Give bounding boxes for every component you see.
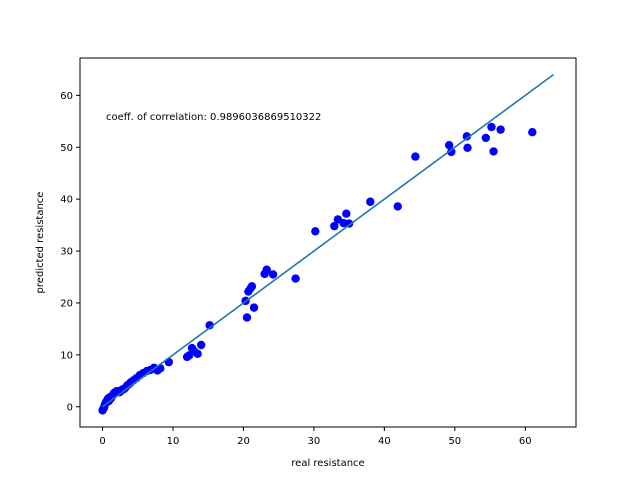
- y-axis-title: predicted resistance: [35, 192, 46, 294]
- scatter-point: [268, 270, 278, 279]
- scatter-point: [489, 147, 498, 156]
- scatter-point: [344, 219, 354, 228]
- x-tick-label: 60: [519, 436, 532, 447]
- scatter-point: [242, 313, 252, 322]
- scatter-point: [411, 152, 420, 161]
- scatter-point: [196, 340, 206, 350]
- scatter-point: [528, 128, 537, 137]
- x-tick-label: 30: [308, 436, 321, 447]
- scatter-point: [481, 133, 491, 143]
- y-tick-label: 50: [60, 143, 73, 154]
- scatter-point: [330, 221, 339, 231]
- x-tick-label: 50: [448, 436, 461, 447]
- y-axis: 0 10 20 30 40 50 60: [60, 91, 80, 413]
- y-tick-label: 10: [60, 350, 73, 361]
- y-tick-label: 20: [60, 298, 73, 309]
- scatter-point: [463, 143, 472, 152]
- scatter-point: [444, 140, 454, 150]
- scatter-point: [311, 227, 320, 236]
- scatter-point: [291, 274, 300, 283]
- x-tick-label: 10: [167, 436, 180, 447]
- scatter-point: [366, 197, 375, 206]
- scatter-point: [193, 349, 202, 359]
- x-tick-label: 40: [378, 436, 391, 447]
- x-axis-title: real resistance: [291, 458, 364, 469]
- scatter-point: [447, 147, 456, 157]
- scatter-point: [262, 265, 271, 274]
- x-axis: 0 10 20 30 40 50 60: [99, 427, 532, 447]
- scatter-point: [487, 122, 496, 132]
- y-tick-label: 40: [60, 195, 73, 206]
- x-tick-label: 20: [237, 436, 250, 447]
- y-tick-label: 30: [60, 247, 73, 258]
- scatter-point: [249, 303, 259, 312]
- scatter-point: [342, 209, 351, 218]
- scatter-point: [247, 282, 257, 291]
- scatter-point: [205, 321, 214, 330]
- scatter-point: [496, 125, 505, 134]
- y-tick-label: 60: [60, 91, 73, 102]
- scatter-point: [393, 202, 402, 211]
- scatter-point: [462, 132, 471, 141]
- correlation-annotation: coeff. of correlation: 0.989603686951032…: [106, 112, 321, 123]
- y-tick-label: 0: [67, 402, 73, 413]
- plot-frame: [79, 57, 577, 428]
- fit-line: [102, 73, 554, 408]
- x-tick-label: 0: [99, 436, 105, 447]
